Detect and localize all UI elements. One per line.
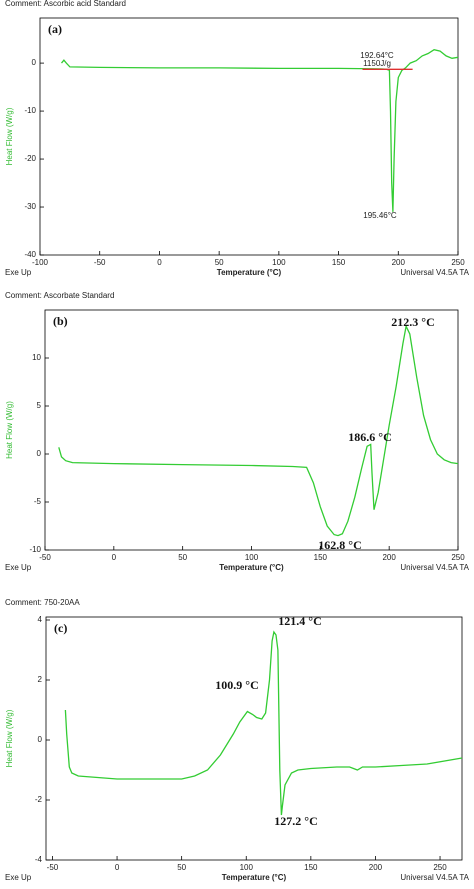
x-tick-label: 250 bbox=[451, 553, 465, 562]
x-tick-label: 0 bbox=[112, 553, 117, 562]
x-tick-label: 200 bbox=[382, 553, 396, 562]
y-tick-label: 0 bbox=[38, 735, 43, 744]
x-tick-label: 50 bbox=[177, 863, 186, 872]
x-tick-label: 100 bbox=[272, 258, 286, 267]
x-tick-label: 100 bbox=[245, 553, 259, 562]
footer-right: Universal V4.5A TA bbox=[400, 873, 469, 882]
y-axis-label: Heat Flow (W/g) bbox=[5, 401, 14, 459]
footer-right: Universal V4.5A TA bbox=[400, 563, 469, 572]
annotation: 162.8 °C bbox=[318, 538, 361, 552]
x-tick-label: 250 bbox=[433, 863, 447, 872]
x-axis-label: Temperature (°C) bbox=[217, 268, 282, 277]
y-tick-label: 5 bbox=[37, 401, 42, 410]
y-tick-label: -40 bbox=[24, 250, 36, 259]
x-tick-label: 100 bbox=[240, 863, 254, 872]
x-axis-label: Temperature (°C) bbox=[222, 873, 287, 882]
x-tick-label: -50 bbox=[47, 863, 59, 872]
footer-left: Exe Up bbox=[5, 268, 32, 277]
x-tick-label: 0 bbox=[115, 863, 120, 872]
annotation: 192.64°C bbox=[360, 51, 394, 60]
x-tick-label: 200 bbox=[369, 863, 383, 872]
data-line bbox=[60, 49, 459, 212]
y-tick-label: 10 bbox=[32, 353, 41, 362]
y-tick-label: 2 bbox=[38, 675, 43, 684]
x-tick-label: 200 bbox=[392, 258, 406, 267]
y-tick-label: -2 bbox=[35, 795, 43, 804]
chart-title: Comment: Ascorbic acid Standard bbox=[5, 0, 126, 8]
y-axis-label: Heat Flow (W/g) bbox=[5, 107, 14, 165]
x-tick-label: -50 bbox=[39, 553, 51, 562]
annotation: 121.4 °C bbox=[278, 614, 321, 628]
y-tick-label: 0 bbox=[32, 58, 37, 67]
x-tick-label: 150 bbox=[314, 553, 328, 562]
data-line bbox=[58, 324, 459, 537]
plot-frame bbox=[44, 309, 459, 551]
y-tick-label: 0 bbox=[37, 449, 42, 458]
x-tick-label: 150 bbox=[332, 258, 346, 267]
footer-right: Universal V4.5A TA bbox=[400, 268, 469, 277]
footer-left: Exe Up bbox=[5, 563, 32, 572]
annotation: 100.9 °C bbox=[215, 678, 258, 692]
x-tick-label: 250 bbox=[451, 258, 465, 267]
x-tick-label: 50 bbox=[215, 258, 224, 267]
chart-title: Comment: 750-20AA bbox=[5, 598, 80, 607]
annotation: 212.3 °C bbox=[391, 315, 434, 329]
y-tick-label: -4 bbox=[35, 855, 43, 864]
annotation: 195.46°C bbox=[363, 211, 397, 220]
annotation: 1150J/g bbox=[363, 59, 391, 68]
panel-label: (a) bbox=[48, 22, 62, 36]
y-tick-label: -20 bbox=[24, 154, 36, 163]
panel-label: (b) bbox=[53, 314, 68, 328]
plot-frame bbox=[45, 616, 463, 861]
plot-frame bbox=[39, 17, 459, 256]
y-tick-label: -30 bbox=[24, 202, 36, 211]
annotation: 127.2 °C bbox=[274, 814, 317, 828]
x-tick-label: -100 bbox=[32, 258, 49, 267]
x-tick-label: -50 bbox=[94, 258, 106, 267]
panel-label: (c) bbox=[54, 621, 67, 635]
footer-left: Exe Up bbox=[5, 873, 32, 882]
x-tick-label: 150 bbox=[304, 863, 318, 872]
x-axis-label: Temperature (°C) bbox=[219, 563, 284, 572]
chart-title: Comment: Ascorbate Standard bbox=[5, 291, 114, 300]
x-tick-label: 0 bbox=[157, 258, 162, 267]
x-tick-label: 50 bbox=[178, 553, 187, 562]
y-axis-label: Heat Flow (W/g) bbox=[5, 709, 14, 767]
y-tick-label: -5 bbox=[34, 497, 42, 506]
y-tick-label: -10 bbox=[29, 545, 41, 554]
data-line bbox=[64, 630, 463, 816]
annotation: 186.6 °C bbox=[348, 430, 391, 444]
y-tick-label: 4 bbox=[38, 615, 43, 624]
y-tick-label: -10 bbox=[24, 106, 36, 115]
